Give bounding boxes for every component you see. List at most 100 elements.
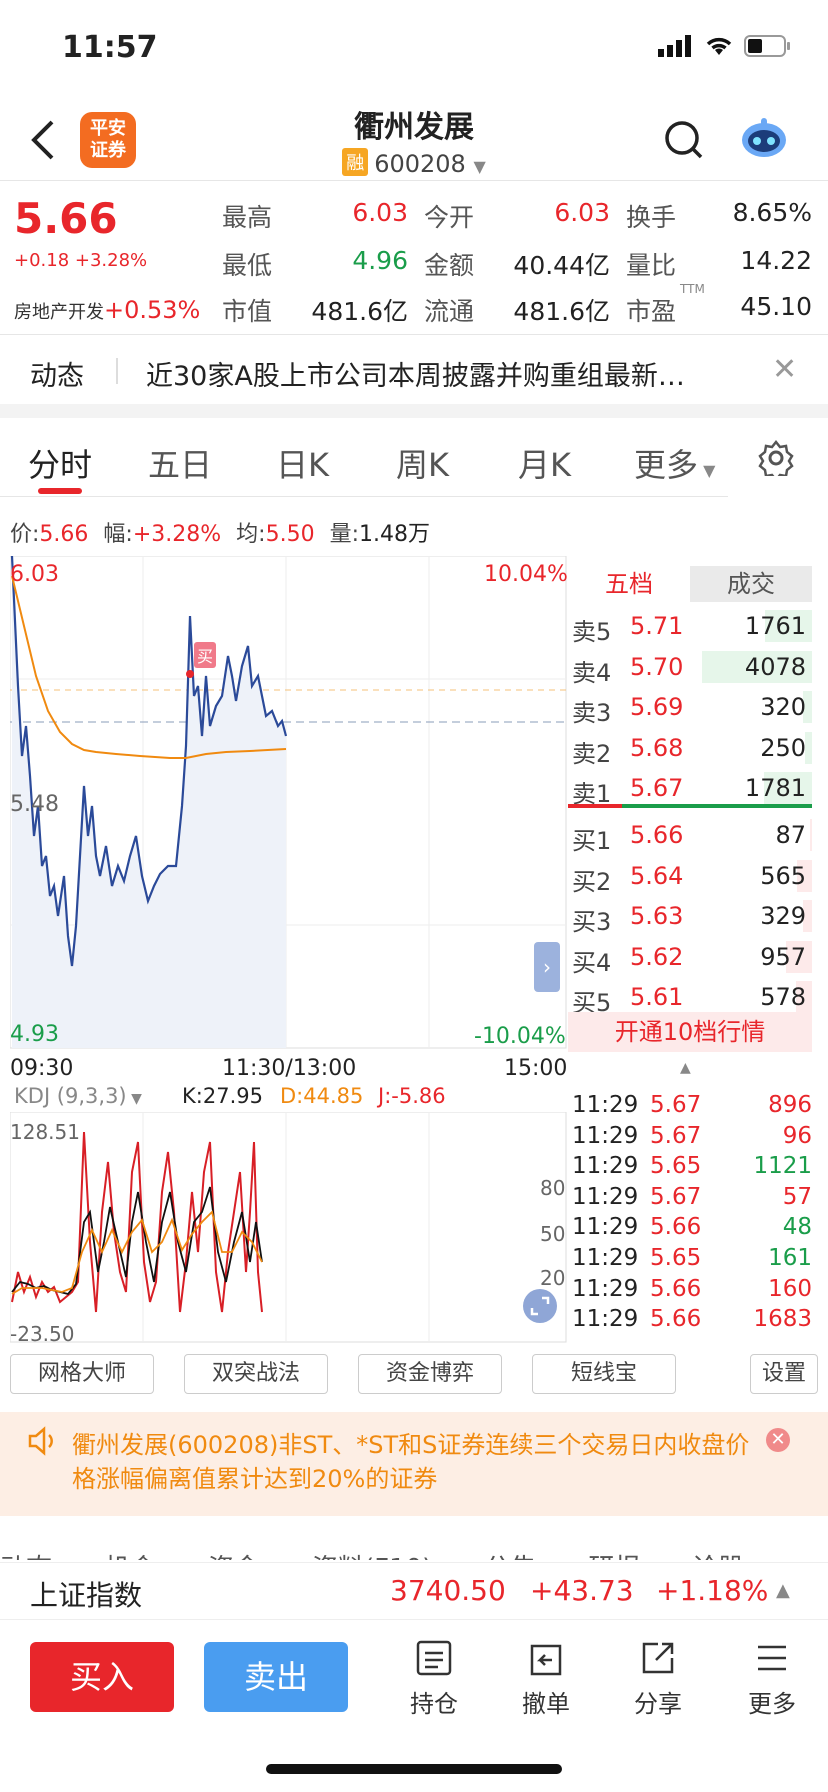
ask-row[interactable]: 卖5 5.71 1761	[568, 606, 812, 646]
chart-info-line: 价:5.66 幅:+3.28% 均:5.50 量:1.48万	[10, 522, 430, 547]
tab-order-book[interactable]: 五档	[605, 570, 653, 598]
quote-value: 14.22	[740, 246, 812, 275]
order-price: 5.69	[630, 693, 684, 722]
more-button[interactable]: 更多	[732, 1638, 812, 1719]
quote-label: 流通	[424, 297, 475, 326]
order-level: 卖3	[572, 699, 612, 728]
chevron-down-icon: ▼	[473, 157, 486, 176]
kdj-level-80: 80	[540, 1176, 566, 1200]
index-pct: +1.18%	[656, 1574, 769, 1607]
search-icon[interactable]	[664, 118, 704, 162]
buy-marker[interactable]: 买	[194, 642, 217, 668]
order-level: 买2	[572, 867, 612, 896]
ask-row[interactable]: 卖4 5.70 4078	[568, 647, 812, 687]
battery-icon	[744, 35, 790, 57]
quote-label: 今开	[424, 203, 475, 232]
chevron-down-icon: ▼	[698, 461, 716, 480]
sector-change: +0.53%	[104, 296, 201, 324]
tab-more[interactable]: 更多 ▼	[634, 446, 716, 484]
upgrade-level10-button[interactable]: 开通10档行情	[568, 1012, 812, 1052]
robot-assistant-icon[interactable]	[738, 116, 790, 160]
sector-info[interactable]: 房地产开发+0.53%	[14, 296, 200, 324]
fund-game-button[interactable]: 资金博弈	[358, 1354, 502, 1394]
kdj-d: D:44.85	[280, 1084, 364, 1108]
bid-row[interactable]: 买2 5.64 565	[568, 856, 812, 896]
risk-alert-banner	[0, 1412, 828, 1516]
tick-vol: 48	[782, 1214, 812, 1241]
settings-button[interactable]: 设置	[750, 1354, 818, 1394]
tick-time: 11:29	[572, 1306, 639, 1333]
tick-price: 5.67	[650, 1183, 702, 1210]
quote-value: 6.03	[352, 198, 408, 227]
bid-row[interactable]: 买1 5.66 87	[568, 815, 812, 855]
tick-vol: 160	[768, 1275, 812, 1302]
tab-trades[interactable]: 成交	[690, 566, 812, 602]
gear-icon[interactable]	[758, 440, 794, 476]
buy-button[interactable]: 买入	[30, 1642, 174, 1712]
ask-row[interactable]: 卖3 5.69 320	[568, 687, 812, 727]
tab-weekly-k[interactable]: 周K	[396, 446, 449, 484]
expand-up-icon[interactable]: ▲	[776, 1580, 790, 1601]
bid-row[interactable]: 买4 5.62 957	[568, 937, 812, 977]
ask-row[interactable]: 卖1 5.67 1781	[568, 768, 812, 808]
risk-alert-text[interactable]: 衢州发展(600208)非ST、*ST和S证券连续三个交易日内收盘价格涨幅偏离值…	[72, 1431, 750, 1493]
stock-title: 衢州发展	[354, 110, 474, 145]
order-price: 5.64	[630, 861, 684, 890]
quote-value: 481.6亿	[513, 297, 610, 326]
quote-label: 换手	[626, 203, 677, 232]
trade-tick-row: 11:29 5.66 160	[572, 1276, 812, 1307]
chart-mid-price: 5.48	[10, 792, 59, 817]
price-line	[10, 556, 288, 967]
tab-daily-k[interactable]: 日K	[276, 446, 329, 484]
kdj-selector[interactable]: KDJ (9,3,3) ▼	[14, 1084, 142, 1108]
quote-label: 量比	[626, 251, 677, 280]
status-time: 11:57	[62, 30, 158, 65]
bottom-tabs-peek[interactable]: 动态 机会 资金 资料(F10) 公告 研报 论股	[0, 1548, 828, 1560]
tick-vol: 1683	[753, 1306, 812, 1333]
tab-monthly-k[interactable]: 月K	[518, 446, 571, 484]
scroll-up-icon[interactable]: ▲	[680, 1060, 691, 1076]
tick-time: 11:29	[572, 1153, 639, 1180]
tab-intraday[interactable]: 分时	[28, 446, 93, 484]
share-button[interactable]: 分享	[618, 1638, 698, 1719]
holdings-button[interactable]: 持仓	[394, 1638, 474, 1719]
order-level: 卖1	[572, 780, 612, 809]
intraday-chart[interactable]	[10, 556, 568, 1050]
kdj-d-line	[11, 1210, 263, 1295]
sell-button[interactable]: 卖出	[204, 1642, 348, 1712]
chart-bottom-pct: -10.04%	[474, 1024, 566, 1049]
short-line-button[interactable]: 短线宝	[532, 1354, 676, 1394]
order-volume: 957	[760, 942, 806, 971]
fullscreen-icon[interactable]	[522, 1288, 558, 1324]
bid-row[interactable]: 买3 5.63 329	[568, 896, 812, 936]
order-volume: 1781	[744, 774, 806, 803]
close-icon[interactable]: ✕	[772, 352, 798, 387]
sector-label: 房地产开发	[14, 302, 104, 323]
order-volume: 565	[760, 861, 806, 890]
stock-code: 600208	[374, 150, 466, 178]
price-change: +0.18 +3.28%	[14, 250, 148, 271]
tab-five-day[interactable]: 五日	[148, 446, 213, 484]
trade-tick-row: 11:29 5.66 48	[572, 1214, 812, 1245]
index-bar[interactable]	[0, 1562, 828, 1620]
stock-code-selector[interactable]: 融 600208 ▼	[0, 148, 828, 178]
order-price: 5.61	[630, 983, 684, 1012]
home-indicator[interactable]	[266, 1764, 562, 1774]
cancel-order-button[interactable]: 撤单	[506, 1638, 586, 1719]
expand-panel-button[interactable]: ›	[534, 942, 560, 992]
back-icon[interactable]	[28, 118, 58, 162]
speaker-icon	[28, 1426, 53, 1456]
double-breakout-button[interactable]: 双突战法	[184, 1354, 328, 1394]
order-price: 5.62	[630, 942, 684, 971]
tick-price: 5.67	[650, 1122, 702, 1149]
tick-vol: 1121	[753, 1153, 812, 1180]
news-headline[interactable]: 近30家A股上市公司本周披露并购重组最新…	[146, 361, 685, 392]
close-icon[interactable]: ✕	[766, 1428, 790, 1452]
kdj-j-line	[11, 1131, 263, 1313]
kdj-chart[interactable]	[10, 1112, 568, 1344]
avg-price-line	[11, 575, 287, 759]
order-level: 卖5	[572, 618, 612, 646]
ask-row[interactable]: 卖2 5.68 250	[568, 728, 812, 768]
tick-time: 11:29	[572, 1122, 639, 1149]
grid-master-button[interactable]: 网格大师	[10, 1354, 154, 1394]
